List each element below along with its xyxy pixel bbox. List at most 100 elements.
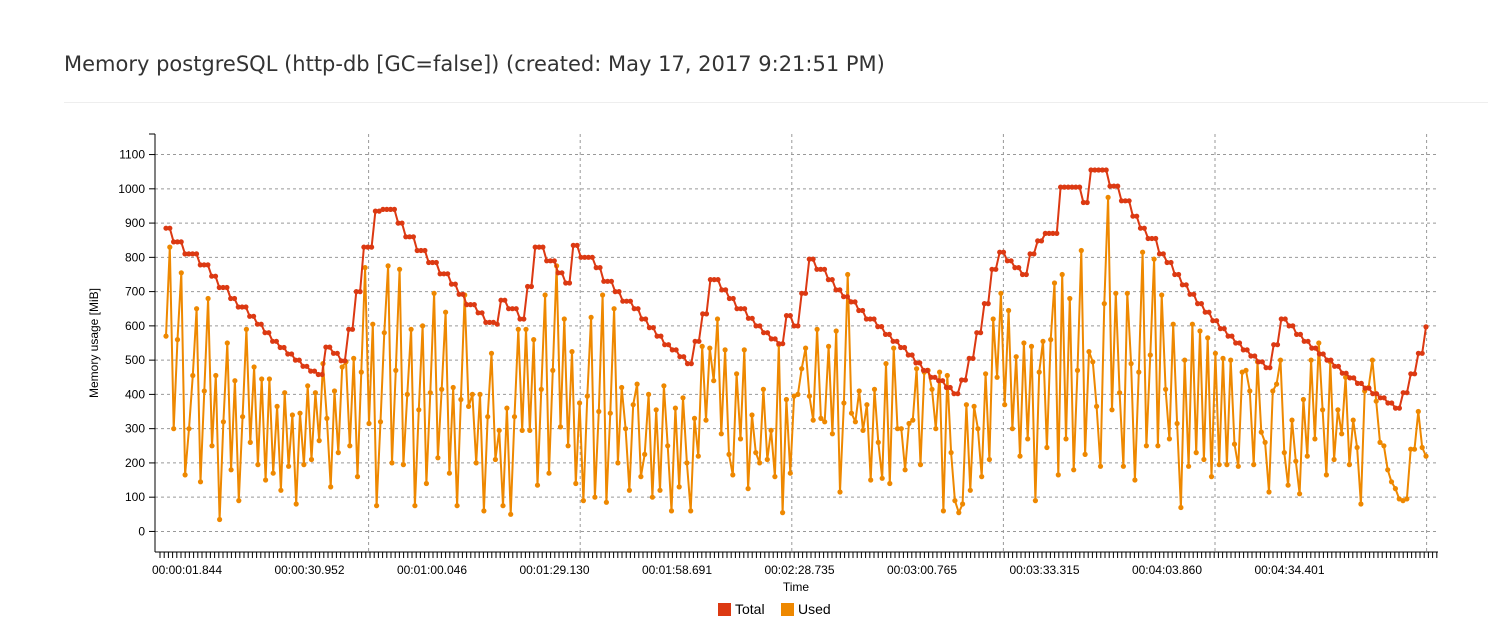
data-point: [293, 501, 299, 507]
data-point: [760, 386, 767, 392]
data-point: [990, 316, 996, 322]
data-point: [577, 400, 583, 406]
data-point: [448, 281, 455, 287]
data-point: [308, 456, 315, 463]
data-point: [266, 330, 272, 336]
data-point: [565, 443, 571, 449]
page-title: Memory postgreSQL (http-db [GC=false]) (…: [64, 52, 885, 76]
data-point: [780, 509, 786, 516]
data-point: [650, 325, 656, 331]
data-point: [1362, 385, 1368, 391]
data-point: [521, 316, 527, 322]
data-point: [1309, 345, 1315, 351]
data-point: [818, 415, 824, 421]
data-point: [806, 256, 812, 262]
data-point: [536, 244, 542, 250]
data-point: [1274, 381, 1280, 387]
data-point: [266, 376, 272, 382]
data-point: [358, 369, 364, 375]
data-point: [1084, 199, 1090, 206]
data-point: [469, 391, 475, 397]
data-point: [270, 338, 276, 344]
data-point: [661, 383, 667, 389]
data-point: [1009, 426, 1016, 432]
data-point: [450, 384, 456, 391]
data-point: [460, 291, 466, 297]
data-point: [528, 283, 535, 290]
y-tick-label: 100: [125, 490, 145, 504]
data-point: [212, 273, 219, 279]
data-point: [757, 323, 763, 329]
data-point: [1191, 291, 1197, 297]
data-point: [764, 330, 771, 336]
data-point: [981, 301, 988, 307]
data-point: [1166, 436, 1172, 442]
data-point: [1145, 235, 1151, 242]
data-point: [620, 298, 626, 304]
data-point: [194, 306, 200, 312]
data-point: [1183, 282, 1189, 288]
data-point: [1258, 429, 1264, 435]
data-point: [852, 299, 858, 305]
data-point: [349, 326, 356, 332]
data-point: [182, 251, 188, 257]
data-point: [289, 351, 295, 357]
data-point: [377, 419, 384, 425]
data-point: [734, 306, 740, 312]
data-point: [920, 367, 927, 373]
legend-label-total: Total: [735, 601, 765, 617]
data-point: [1404, 390, 1410, 396]
data-point: [695, 453, 701, 459]
data-point: [1195, 301, 1201, 307]
data-point: [167, 225, 173, 231]
data-point: [806, 393, 813, 399]
data-point: [825, 277, 832, 283]
data-point: [688, 361, 694, 367]
data-point: [270, 470, 276, 476]
data-point: [1285, 482, 1291, 488]
data-point: [711, 277, 717, 283]
data-point: [1105, 194, 1111, 200]
data-point: [262, 330, 268, 336]
data-point: [956, 509, 962, 516]
data-point: [677, 354, 683, 360]
data-point: [1115, 183, 1121, 189]
data-point: [584, 393, 590, 399]
data-point: [1134, 213, 1140, 219]
data-point: [1320, 407, 1326, 413]
data-point: [259, 376, 265, 382]
data-point: [1225, 333, 1231, 339]
data-point: [397, 266, 403, 272]
data-point: [236, 498, 242, 504]
data-point: [519, 427, 525, 433]
data-point: [190, 372, 196, 379]
data-point: [1335, 363, 1341, 369]
data-point: [658, 333, 664, 339]
data-point: [354, 474, 361, 480]
data-point: [863, 316, 870, 322]
data-point: [274, 403, 280, 409]
data-point: [385, 263, 391, 269]
data-point: [1247, 388, 1253, 394]
data-point: [1174, 420, 1180, 427]
data-point: [1156, 251, 1163, 257]
x-axis-label: Time: [783, 580, 810, 594]
data-point: [174, 337, 181, 343]
data-point: [1017, 453, 1023, 459]
data-point: [511, 414, 518, 420]
data-point: [381, 330, 387, 336]
data-point: [1221, 326, 1227, 332]
data-point: [795, 391, 801, 397]
data-point: [1031, 251, 1037, 257]
data-point: [431, 290, 437, 296]
x-tick-label: 00:02:28.735: [764, 563, 834, 577]
data-point: [1063, 436, 1069, 442]
chart-axes: 0 100 200 300 400 500 600 700 800 900 1000 1100 00:0…: [118, 133, 1438, 577]
data-point: [286, 463, 292, 469]
data-point: [393, 367, 399, 373]
data-point: [190, 251, 196, 257]
data-point: [1385, 400, 1391, 406]
data-point: [929, 386, 935, 392]
data-point: [589, 254, 595, 260]
data-point: [1412, 371, 1418, 377]
